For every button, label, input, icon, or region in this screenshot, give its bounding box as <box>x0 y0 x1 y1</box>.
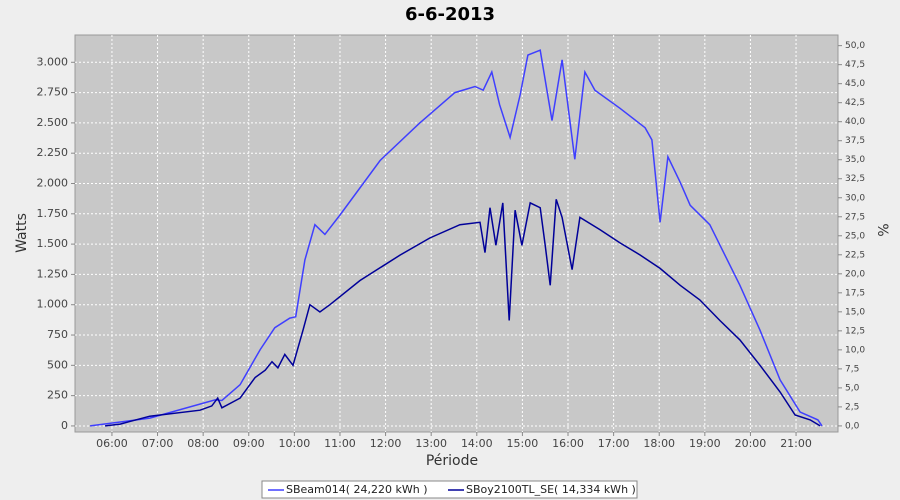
y2-tick-label: 2,5 <box>845 402 859 412</box>
y2-tick-label: 22,5 <box>845 250 865 260</box>
y-tick-label: 1.250 <box>37 267 69 280</box>
y-tick-label: 3.000 <box>37 55 69 68</box>
y2-tick-label: 47,5 <box>845 60 865 70</box>
y2-tick-label: 15,0 <box>845 307 865 317</box>
y2-tick-label: 30,0 <box>845 193 865 203</box>
x-tick-label: 15:00 <box>507 437 539 450</box>
x-tick-label: 08:00 <box>187 437 219 450</box>
chart-title: 6-6-2013 <box>405 4 495 25</box>
y-tick-label: 1.500 <box>37 237 69 250</box>
y-tick-label: 0 <box>61 419 68 432</box>
y2-tick-label: 42,5 <box>845 98 865 108</box>
y-tick-label: 2.750 <box>37 86 69 99</box>
y-tick-label: 500 <box>47 358 68 371</box>
x-tick-label: 06:00 <box>96 437 128 450</box>
y2-tick-label: 27,5 <box>845 212 865 222</box>
x-tick-label: 20:00 <box>735 437 767 450</box>
y2-tick-label: 12,5 <box>845 326 865 336</box>
x-tick-label: 14:00 <box>461 437 493 450</box>
x-tick-label: 13:00 <box>415 437 447 450</box>
y-tick-label: 1.750 <box>37 207 69 220</box>
y-tick-label: 250 <box>47 389 68 402</box>
x-tick-label: 11:00 <box>324 437 356 450</box>
y2-axis-label: % <box>874 223 890 236</box>
x-tick-label: 18:00 <box>643 437 675 450</box>
x-tick-label: 09:00 <box>233 437 265 450</box>
y-axis-label: Watts <box>14 213 30 253</box>
y2-tick-label: 10,0 <box>845 345 865 355</box>
x-axis-label: Période <box>426 453 478 469</box>
x-tick-label: 16:00 <box>552 437 584 450</box>
x-tick-label: 19:00 <box>689 437 721 450</box>
y2-tick-label: 17,5 <box>845 288 865 298</box>
y2-tick-label: 20,0 <box>845 269 865 279</box>
y-tick-label: 1.000 <box>37 298 69 311</box>
series-line <box>90 49 823 427</box>
y2-tick-label: 32,5 <box>845 174 865 184</box>
y2-tick-label: 35,0 <box>845 155 865 165</box>
y2-tick-label: 25,0 <box>845 231 865 241</box>
y2-tick-label: 50,0 <box>845 41 865 51</box>
y2-tick-label: 5,0 <box>845 383 860 393</box>
y-tick-label: 2.500 <box>37 116 69 129</box>
x-tick-label: 07:00 <box>142 437 174 450</box>
series-line <box>105 199 821 427</box>
y2-tick-label: 40,0 <box>845 117 865 127</box>
y2-tick-label: 37,5 <box>845 136 865 146</box>
legend-label: SBeam014( 24,220 kWh ) <box>286 483 428 496</box>
y2-tick-label: 7,5 <box>845 364 859 374</box>
x-tick-label: 10:00 <box>279 437 311 450</box>
y2-tick-label: 45,0 <box>845 79 865 89</box>
y-tick-label: 2.250 <box>37 146 69 159</box>
y-tick-label: 750 <box>47 328 68 341</box>
x-tick-label: 12:00 <box>370 437 402 450</box>
plot-area <box>74 34 839 433</box>
x-tick-label: 17:00 <box>598 437 630 450</box>
y2-tick-label: 0,0 <box>845 421 860 431</box>
legend-label: SBoy2100TL_SE( 14,334 kWh ) <box>466 483 636 496</box>
x-tick-label: 21:00 <box>780 437 812 450</box>
y-tick-label: 2.000 <box>37 176 69 189</box>
